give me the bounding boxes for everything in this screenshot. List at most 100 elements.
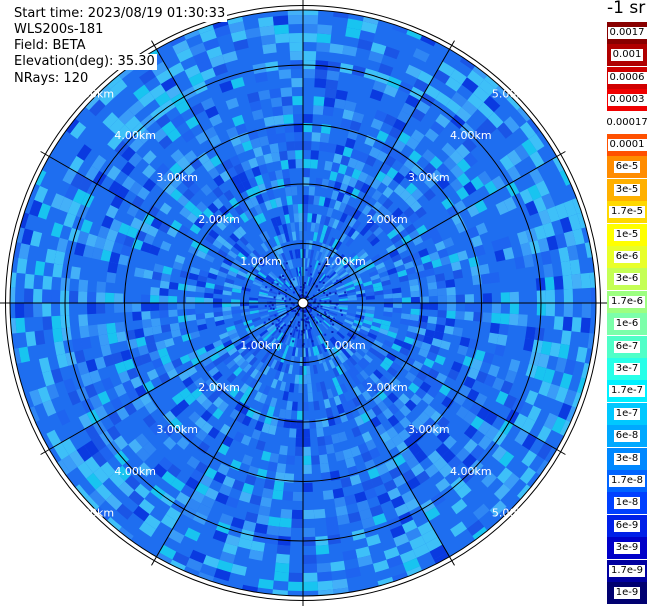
near-field-cell <box>327 275 330 278</box>
backscatter-cell <box>401 255 413 265</box>
backscatter-cell <box>259 310 269 315</box>
backscatter-cell <box>347 129 359 141</box>
backscatter-cell <box>244 209 254 220</box>
near-field-cell <box>292 291 295 294</box>
backscatter-cell <box>172 261 184 271</box>
backscatter-cell <box>406 29 423 40</box>
backscatter-cell <box>328 237 336 247</box>
backscatter-cell <box>94 405 109 420</box>
backscatter-cell <box>324 281 334 289</box>
backscatter-cell <box>356 404 366 416</box>
backscatter-cell <box>273 115 285 126</box>
backscatter-cell <box>374 290 384 296</box>
backscatter-cell <box>205 376 217 388</box>
backscatter-cell <box>198 269 209 278</box>
backscatter-cell <box>331 238 339 249</box>
backscatter-cell <box>140 353 152 365</box>
backscatter-cell <box>245 27 261 39</box>
backscatter-cell <box>169 417 183 431</box>
backscatter-cell <box>184 393 196 406</box>
backscatter-cell <box>236 226 247 237</box>
backscatter-cell <box>373 339 384 348</box>
near-field-cell <box>287 324 290 327</box>
backscatter-cell <box>207 167 220 180</box>
backscatter-cell <box>319 141 329 152</box>
backscatter-cell <box>160 240 172 252</box>
backscatter-cell <box>290 222 296 232</box>
backscatter-cell <box>172 551 190 567</box>
backscatter-cell <box>332 578 349 590</box>
backscatter-cell <box>365 534 381 547</box>
backscatter-cell <box>298 212 303 223</box>
colorbar-bin: 6e-9 <box>607 514 647 537</box>
backscatter-cell <box>114 303 124 313</box>
backscatter-cell <box>273 480 285 491</box>
backscatter-cell <box>529 151 545 168</box>
backscatter-cell <box>293 213 299 223</box>
backscatter-cell <box>455 143 471 159</box>
backscatter-cell <box>232 479 245 492</box>
backscatter-cell <box>193 50 210 65</box>
backscatter-cell <box>166 368 179 380</box>
backscatter-cell <box>170 149 185 163</box>
backscatter-cell <box>358 508 373 521</box>
backscatter-cell <box>240 434 252 446</box>
backscatter-cell <box>270 285 280 291</box>
backscatter-cell <box>315 382 322 392</box>
backscatter-cell <box>553 275 564 290</box>
backscatter-cell <box>177 399 190 412</box>
backscatter-cell <box>345 314 356 320</box>
backscatter-cell <box>303 356 307 366</box>
backscatter-cell <box>372 559 390 573</box>
backscatter-cell <box>95 506 111 521</box>
backscatter-cell <box>352 386 362 397</box>
backscatter-cell <box>390 525 406 539</box>
backscatter-cell <box>277 322 285 330</box>
backscatter-cell <box>108 180 122 195</box>
backscatter-cell <box>196 318 207 326</box>
backscatter-cell <box>276 294 286 299</box>
backscatter-cell <box>254 391 263 402</box>
backscatter-cell <box>347 294 357 299</box>
backscatter-cell <box>333 414 342 425</box>
backscatter-cell <box>401 341 413 351</box>
backscatter-cell <box>356 499 370 512</box>
backscatter-cell <box>316 345 323 355</box>
backscatter-cell <box>245 187 256 199</box>
backscatter-cell <box>255 361 264 371</box>
backscatter-cell <box>56 409 71 426</box>
backscatter-cell <box>457 344 469 356</box>
range-label: 3.00km <box>156 423 198 436</box>
backscatter-cell <box>184 200 196 213</box>
backscatter-cell <box>93 467 109 484</box>
backscatter-cell <box>168 62 185 77</box>
backscatter-cell <box>290 328 295 338</box>
backscatter-cell <box>187 245 199 256</box>
backscatter-cell <box>298 276 302 286</box>
backscatter-cell <box>313 195 320 206</box>
backscatter-cell <box>445 99 462 115</box>
backscatter-cell <box>179 354 191 365</box>
backscatter-cell <box>401 102 416 116</box>
backscatter-cell <box>227 328 238 336</box>
backscatter-cell <box>340 476 352 488</box>
backscatter-cell <box>455 221 468 234</box>
backscatter-cell <box>312 231 318 242</box>
near-field-cell <box>318 263 321 266</box>
backscatter-cell <box>331 274 340 282</box>
backscatter-cell <box>493 483 511 501</box>
backscatter-cell <box>563 199 577 217</box>
backscatter-cell <box>310 337 315 347</box>
backscatter-cell <box>366 408 377 420</box>
backscatter-cell <box>10 287 16 303</box>
backscatter-cell <box>365 439 377 451</box>
backscatter-cell <box>258 296 268 300</box>
backscatter-cell <box>341 258 350 267</box>
backscatter-cell <box>368 146 381 159</box>
backscatter-cell <box>525 200 539 216</box>
backscatter-cell <box>477 420 492 436</box>
backscatter-cell <box>287 159 296 169</box>
backscatter-cell <box>268 290 278 295</box>
backscatter-cell <box>408 278 419 287</box>
backscatter-cell <box>410 430 424 443</box>
